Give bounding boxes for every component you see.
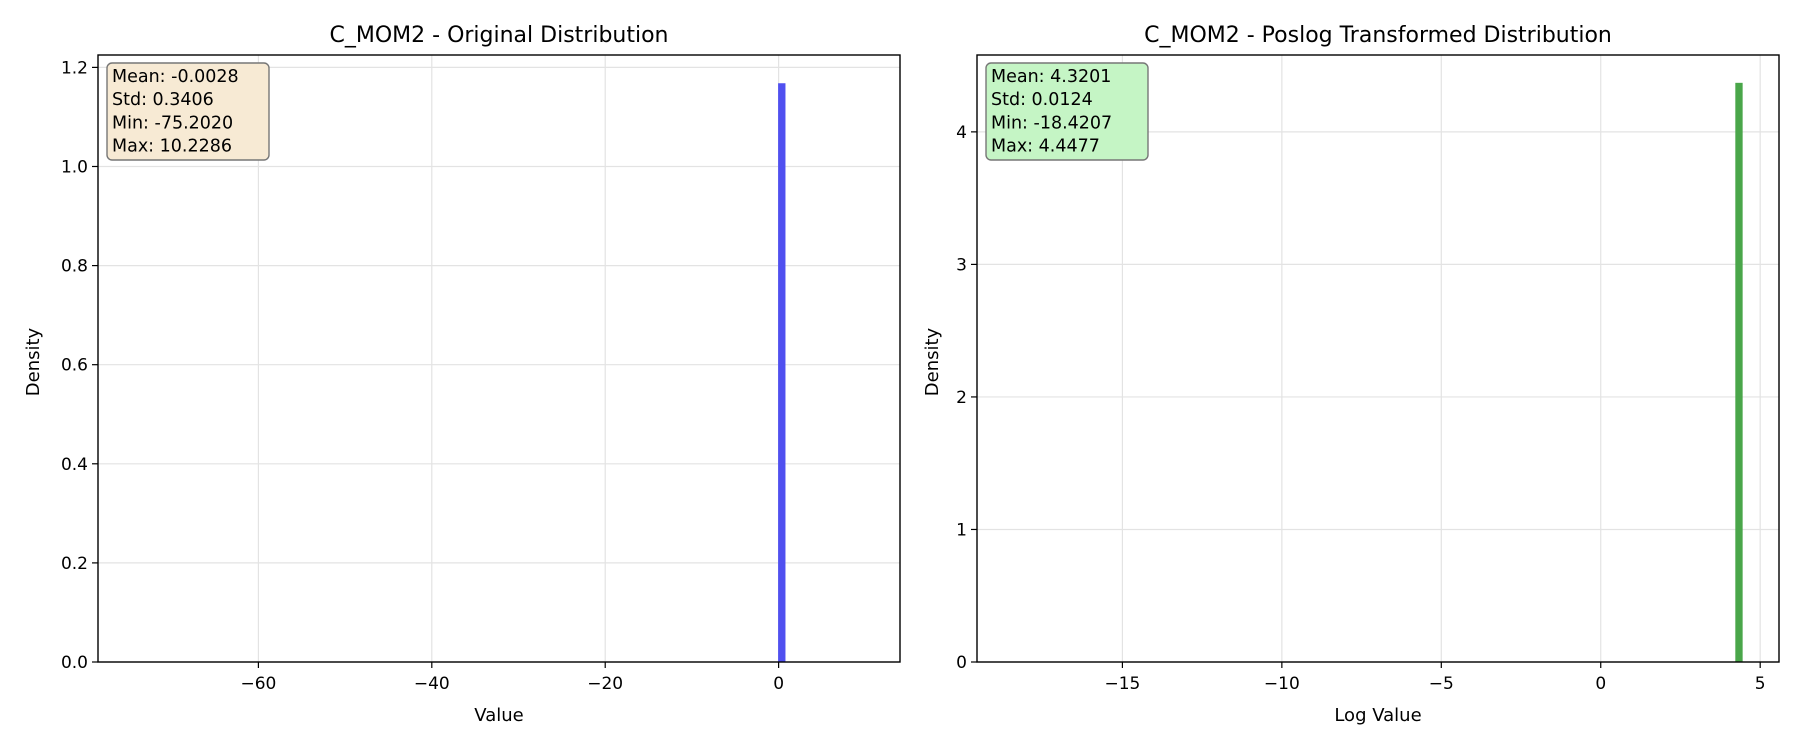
stats-line: Mean: -0.0028	[112, 67, 239, 87]
x-tick-label: −5	[1429, 674, 1454, 694]
y-tick-label: 0	[956, 653, 967, 673]
axes-frame	[976, 54, 1780, 663]
stats-line: Min: -18.4207	[991, 113, 1112, 133]
x-tick-label: −15	[1104, 674, 1140, 694]
y-tick-label: 0.4	[61, 455, 88, 475]
y-tick-label: 0.0	[61, 653, 88, 673]
y-axis-label: Density	[23, 327, 44, 396]
y-tick-label: 2	[956, 388, 967, 408]
x-tick-label: −40	[414, 674, 450, 694]
x-tick-label: 5	[1755, 674, 1766, 694]
histogram-bar	[1735, 82, 1743, 662]
y-axis-label: Density	[922, 327, 943, 396]
x-axis-label: Value	[474, 705, 523, 726]
chart-title: C_MOM2 - Original Distribution	[330, 23, 669, 48]
stats-line: Max: 4.4477	[991, 137, 1100, 157]
stats-line: Max: 10.2286	[112, 137, 232, 157]
chart-original-distribution: C_MOM2 - Original Distribution Value Den…	[23, 23, 901, 726]
x-tick-label: −60	[240, 674, 276, 694]
y-tick-label: 0.6	[61, 356, 88, 376]
y-tick-label: 1.0	[61, 157, 88, 177]
y-tick-label: 0.8	[61, 257, 88, 277]
stats-line: Min: -75.2020	[112, 113, 233, 133]
x-tick-label: −20	[587, 674, 623, 694]
histogram-bar	[778, 83, 786, 662]
stats-line: Std: 0.3406	[112, 90, 214, 110]
axes-frame	[97, 54, 901, 663]
x-tick-label: 0	[1595, 674, 1606, 694]
x-tick-label: 0	[773, 674, 784, 694]
chart-poslog-transformed-distribution: C_MOM2 - Poslog Transformed Distribution…	[922, 23, 1780, 726]
y-tick-label: 4	[956, 123, 967, 143]
stats-box	[106, 62, 270, 161]
x-tick-label: −10	[1264, 674, 1300, 694]
y-tick-label: 0.2	[61, 554, 88, 574]
stats-line: Mean: 4.3201	[991, 67, 1111, 87]
y-tick-label: 1.2	[61, 58, 88, 78]
x-axis-label: Log Value	[1334, 705, 1421, 726]
y-tick-label: 1	[956, 520, 967, 540]
stats-line: Std: 0.0124	[991, 90, 1093, 110]
y-tick-label: 3	[956, 255, 967, 275]
chart-title: C_MOM2 - Poslog Transformed Distribution	[1144, 23, 1612, 48]
stats-box	[985, 62, 1149, 161]
